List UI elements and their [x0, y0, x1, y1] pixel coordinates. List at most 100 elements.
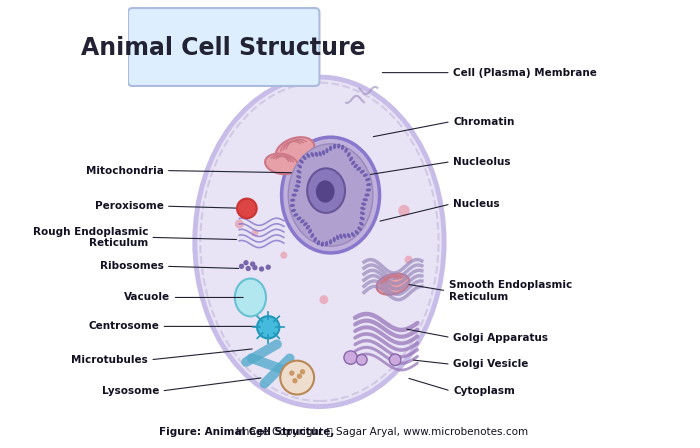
Circle shape	[356, 354, 367, 365]
Ellipse shape	[296, 175, 301, 179]
FancyBboxPatch shape	[128, 8, 319, 86]
Ellipse shape	[300, 219, 304, 223]
Text: Nucleus: Nucleus	[453, 199, 500, 209]
Ellipse shape	[314, 152, 318, 157]
Ellipse shape	[306, 225, 310, 229]
Ellipse shape	[341, 145, 344, 150]
Circle shape	[257, 316, 279, 338]
Circle shape	[300, 369, 305, 375]
Ellipse shape	[322, 150, 326, 155]
Ellipse shape	[290, 209, 296, 212]
Circle shape	[251, 229, 258, 237]
Ellipse shape	[363, 198, 368, 201]
Ellipse shape	[265, 154, 298, 174]
Ellipse shape	[325, 241, 328, 246]
Text: Mitochondria: Mitochondria	[85, 166, 164, 176]
Circle shape	[389, 354, 401, 366]
Circle shape	[250, 261, 255, 267]
Ellipse shape	[308, 229, 312, 233]
Ellipse shape	[360, 207, 365, 210]
Text: Centrosome: Centrosome	[88, 321, 159, 332]
Ellipse shape	[298, 164, 302, 168]
Ellipse shape	[318, 151, 322, 156]
Text: Nucleolus: Nucleolus	[453, 157, 510, 167]
Ellipse shape	[355, 230, 359, 235]
Ellipse shape	[276, 137, 314, 164]
Ellipse shape	[351, 160, 356, 165]
Ellipse shape	[329, 239, 332, 245]
Ellipse shape	[326, 148, 328, 153]
Circle shape	[297, 374, 302, 379]
Ellipse shape	[303, 222, 308, 226]
Circle shape	[280, 252, 288, 259]
Ellipse shape	[365, 178, 370, 181]
Ellipse shape	[310, 233, 314, 238]
Ellipse shape	[351, 232, 355, 237]
Circle shape	[237, 198, 257, 218]
Ellipse shape	[358, 227, 362, 231]
Text: Animal Cell Structure: Animal Cell Structure	[81, 36, 366, 60]
Text: Golgi Vesicle: Golgi Vesicle	[453, 359, 528, 369]
Ellipse shape	[347, 152, 351, 157]
Text: Smooth Endoplasmic
Reticulum: Smooth Endoplasmic Reticulum	[449, 280, 572, 302]
Ellipse shape	[317, 240, 320, 246]
Text: Vacuole: Vacuole	[124, 293, 170, 302]
Ellipse shape	[302, 155, 307, 160]
Ellipse shape	[290, 198, 295, 202]
Text: Cytoplasm: Cytoplasm	[453, 386, 515, 396]
Ellipse shape	[359, 222, 364, 226]
Ellipse shape	[354, 164, 358, 168]
Ellipse shape	[297, 170, 302, 173]
Circle shape	[259, 266, 264, 271]
Circle shape	[289, 370, 295, 376]
Ellipse shape	[296, 180, 301, 183]
Ellipse shape	[195, 77, 444, 406]
Text: Figure: Animal Cell Structure,: Figure: Animal Cell Structure,	[159, 427, 335, 437]
Circle shape	[234, 220, 244, 228]
Ellipse shape	[349, 157, 353, 161]
Ellipse shape	[291, 194, 297, 197]
Ellipse shape	[300, 159, 304, 164]
Circle shape	[293, 378, 297, 383]
Circle shape	[405, 256, 412, 263]
Circle shape	[319, 295, 328, 304]
Ellipse shape	[306, 153, 310, 158]
Ellipse shape	[366, 188, 371, 192]
Ellipse shape	[288, 144, 373, 246]
Circle shape	[244, 260, 248, 265]
Ellipse shape	[295, 185, 300, 188]
Ellipse shape	[365, 194, 370, 197]
Circle shape	[265, 264, 271, 270]
Ellipse shape	[363, 173, 368, 177]
Circle shape	[398, 205, 409, 216]
Ellipse shape	[361, 202, 366, 206]
Circle shape	[246, 266, 251, 271]
Circle shape	[252, 265, 258, 270]
Text: Rough Endoplasmic
Reticulum: Rough Endoplasmic Reticulum	[32, 227, 148, 248]
Ellipse shape	[333, 144, 336, 149]
Ellipse shape	[307, 168, 345, 213]
Circle shape	[239, 263, 244, 269]
Text: Golgi Apparatus: Golgi Apparatus	[453, 332, 548, 343]
Text: Chromatin: Chromatin	[453, 116, 514, 127]
Circle shape	[344, 351, 357, 364]
Ellipse shape	[321, 241, 324, 247]
Ellipse shape	[290, 204, 295, 207]
Text: Image Copyright Ⓒ Sagar Aryal, www.microbenotes.com: Image Copyright Ⓒ Sagar Aryal, www.micro…	[232, 427, 528, 437]
Ellipse shape	[293, 213, 298, 217]
Text: Ribosomes: Ribosomes	[99, 261, 164, 271]
Ellipse shape	[343, 233, 346, 238]
Ellipse shape	[281, 137, 379, 253]
Ellipse shape	[314, 237, 317, 242]
Ellipse shape	[332, 237, 336, 242]
Ellipse shape	[360, 216, 365, 220]
Ellipse shape	[310, 152, 314, 157]
Text: Microtubules: Microtubules	[71, 355, 148, 365]
Ellipse shape	[293, 189, 299, 192]
Ellipse shape	[360, 211, 365, 215]
Ellipse shape	[366, 183, 372, 186]
Ellipse shape	[340, 234, 343, 239]
Ellipse shape	[356, 167, 361, 171]
Ellipse shape	[360, 170, 365, 173]
Ellipse shape	[377, 274, 410, 295]
